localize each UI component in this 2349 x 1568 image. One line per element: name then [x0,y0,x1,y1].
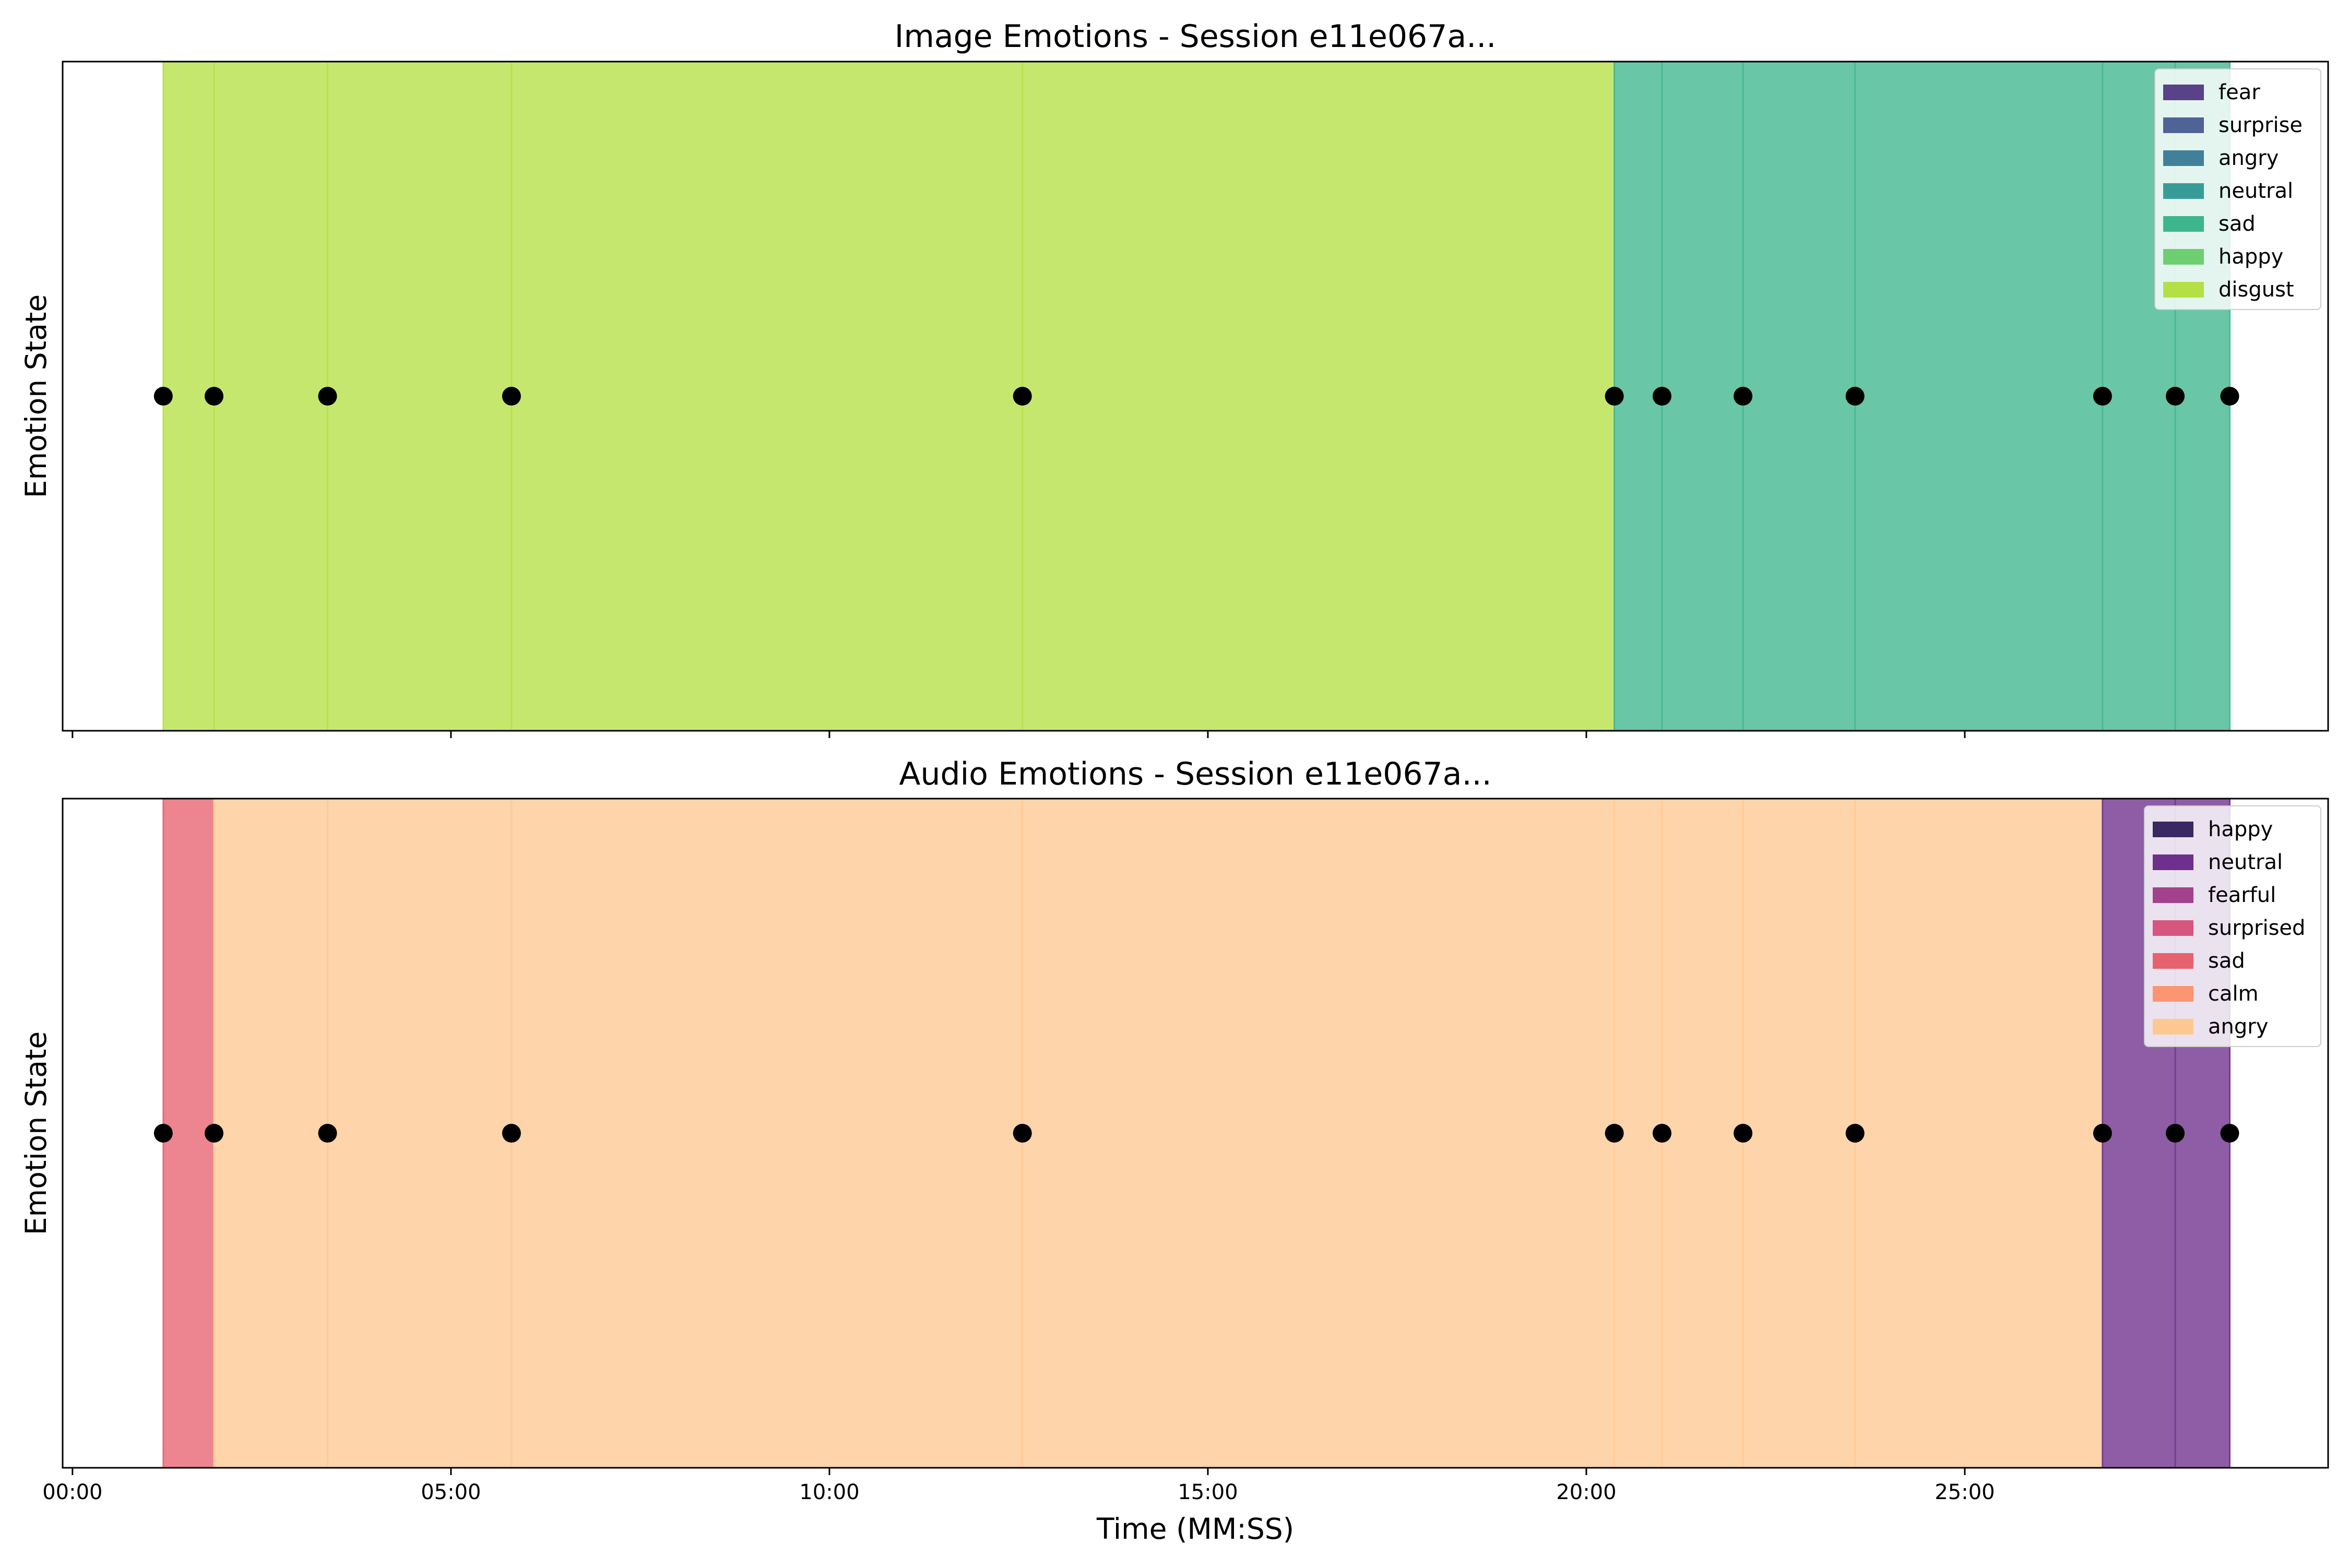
x-tick-label: 15:00 [1178,1480,1238,1504]
audio-event-point [153,1124,173,1143]
audio-event-point [1845,1124,1865,1143]
audio-event-point [2166,1124,2185,1143]
audio-legend-label-sad: sad [2208,949,2245,973]
image-chart-title: Image Emotions - Session e11e067a... [895,18,1497,55]
audio-legend-label-surprised: surprised [2208,916,2305,940]
image-legend-swatch-surprise [2163,117,2204,133]
x-tick-label: 10:00 [799,1480,859,1504]
image-legend-label-disgust: disgust [2218,278,2294,302]
x-tick-labels: 00:00 05:00 10:00 15:00 20:00 25:00 [42,1480,1995,1504]
audio-legend-label-angry: angry [2208,1015,2268,1039]
image-event-point [2093,387,2112,406]
audio-legend-swatch-angry [2153,1019,2193,1035]
audio-plot-frame [62,798,2329,1469]
x-tick-label: 20:00 [1556,1480,1616,1504]
audio-segments [163,799,2230,1468]
image-event-point [318,387,337,406]
image-legend-label-fear: fear [2218,80,2260,104]
audio-event-point [502,1124,521,1143]
x-tick-label: 25:00 [1935,1480,1995,1504]
image-x-ticks [72,731,1966,738]
image-legend-swatch-disgust [2163,282,2204,298]
image-segments [163,62,2230,731]
audio-legend-swatch-neutral [2153,854,2193,870]
image-event-point [2166,387,2185,406]
audio-legend-swatch-fearful [2153,887,2193,903]
x-axis-label: Time (MM:SS) [1096,1512,1294,1546]
image-legend-swatch-neutral [2163,183,2204,199]
audio-segment-angry [214,799,2103,1468]
audio-event-point [1013,1124,1032,1143]
x-tick-label: 05:00 [421,1480,481,1504]
image-legend-swatch-angry [2163,150,2204,166]
audio-chart-title: Audio Emotions - Session e11e067a... [899,756,1491,792]
image-legend-label-sad: sad [2218,212,2256,236]
image-y-axis-label: Emotion State [19,294,53,498]
audio-legend: happy neutral fearful surprised sad calm angry [2144,805,2321,1047]
image-event-point [153,387,173,406]
audio-legend-swatch-surprised [2153,920,2193,936]
audio-legend-label-happy: happy [2208,817,2273,841]
audio-event-point [318,1124,337,1143]
image-segment-disgust [163,62,1615,731]
image-legend-label-angry: angry [2218,146,2279,170]
image-plot-frame [62,61,2329,732]
audio-emotions-panel: Audio Emotions - Session e11e067a... Emo… [19,756,2329,1475]
audio-legend-swatch-sad [2153,953,2193,969]
image-legend-label-happy: happy [2218,245,2283,269]
audio-legend-label-neutral: neutral [2208,850,2283,874]
image-legend-label-neutral: neutral [2218,179,2293,203]
image-event-point [205,387,224,406]
image-event-point [502,387,521,406]
audio-legend-swatch-happy [2153,822,2193,837]
image-legend-swatch-sad [2163,216,2204,232]
image-legend-swatch-fear [2163,85,2204,100]
image-event-point [1845,387,1865,406]
audio-event-point [2220,1124,2239,1143]
image-legend: fear surprise angry neutral sad happy disgust [2154,68,2321,310]
audio-legend-swatch-calm [2153,986,2193,1002]
audio-event-point [2093,1124,2112,1143]
image-event-point [1734,387,1753,406]
audio-y-axis-label: Emotion State [19,1031,53,1235]
image-legend-swatch-happy [2163,249,2204,265]
audio-legend-label-fearful: fearful [2208,883,2276,907]
audio-legend-label-calm: calm [2208,982,2259,1006]
audio-event-point [1605,1124,1624,1143]
image-event-point [1605,387,1624,406]
image-event-point [2220,387,2239,406]
image-segment-sad [1614,62,2230,731]
image-event-points [153,387,2239,406]
image-event-point [1652,387,1671,406]
image-legend-label-surprise: surprise [2218,113,2303,137]
x-tick-label: 00:00 [42,1480,102,1504]
audio-event-point [1652,1124,1671,1143]
image-event-point [1013,387,1032,406]
image-emotions-panel: Image Emotions - Session e11e067a... Emo… [19,18,2329,738]
audio-x-ticks [72,1468,1966,1475]
audio-event-point [1734,1124,1753,1143]
audio-event-points [153,1124,2239,1143]
audio-event-point [205,1124,224,1143]
